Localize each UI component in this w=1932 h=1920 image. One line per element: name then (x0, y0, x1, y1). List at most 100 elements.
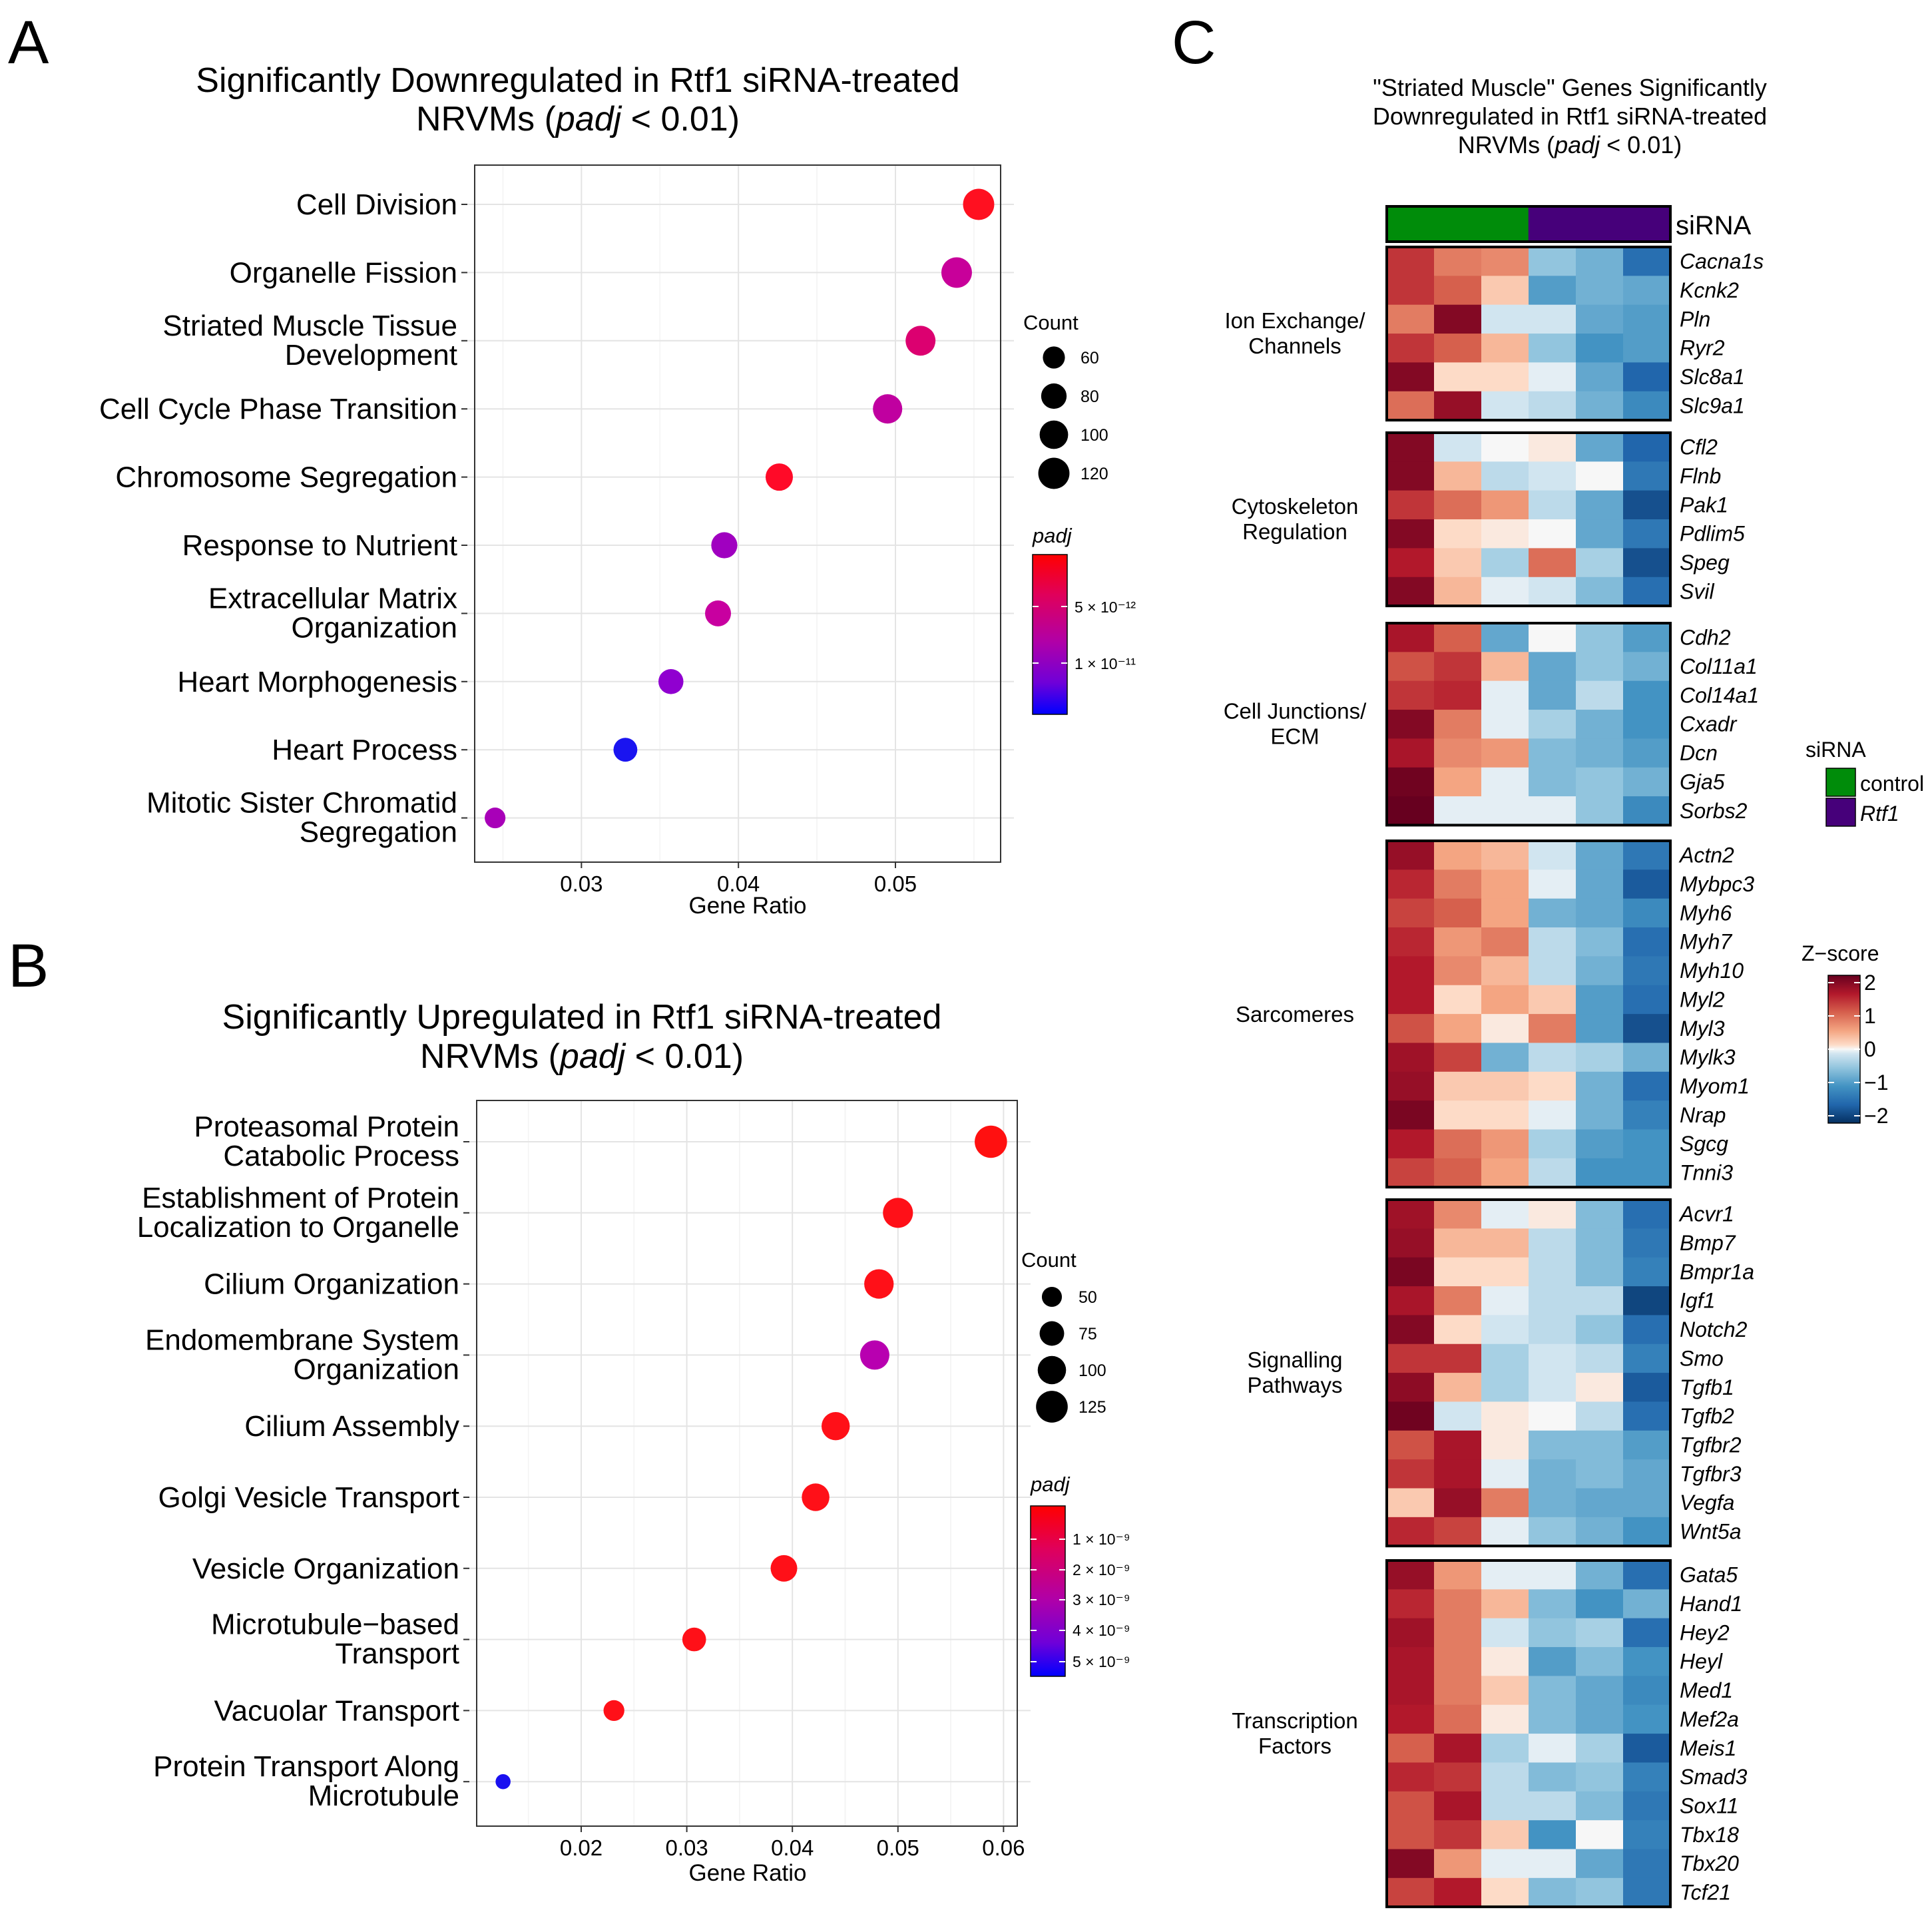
heatmap-cell (1623, 623, 1671, 652)
heatmap-cell (1387, 1401, 1435, 1431)
gene-label: Sgcg (1680, 1132, 1728, 1156)
panel-a-size-legend-label: 80 (1081, 387, 1099, 406)
panel-a-size-legend-dot (1038, 457, 1070, 489)
heatmap-cell (1576, 276, 1624, 306)
heatmap-cell (1576, 1200, 1624, 1229)
heatmap-cell (1529, 738, 1576, 768)
heatmap-cell (1576, 334, 1624, 363)
gene-label: Tnni3 (1680, 1161, 1733, 1185)
heatmap-cell (1576, 304, 1624, 334)
heatmap-cell (1529, 1343, 1576, 1373)
heatmap-cell (1481, 1343, 1529, 1373)
heatmap-cell (1434, 1517, 1482, 1547)
gene-label: Smo (1680, 1346, 1724, 1370)
heatmap-cell (1387, 548, 1435, 578)
panel-a-term-label: Heart Process (272, 734, 457, 766)
panel-a-dot (485, 808, 506, 829)
panel-a-xtick-label: 0.04 (717, 871, 760, 896)
panel-b-size-legend-label: 100 (1079, 1361, 1106, 1380)
heatmap-cell (1576, 1257, 1624, 1287)
panel-a-title-line1: Significantly Downregulated in Rtf1 siRN… (196, 61, 959, 100)
heatmap-cell (1387, 1343, 1435, 1373)
heatmap-cell (1623, 841, 1671, 870)
gene-label: Bmp7 (1680, 1231, 1736, 1255)
heatmap-cell (1434, 1820, 1482, 1850)
heatmap-cell (1623, 1676, 1671, 1706)
gene-label: Myl3 (1680, 1017, 1725, 1041)
panel-b-dot (975, 1125, 1007, 1158)
gene-label: Cdh2 (1680, 626, 1731, 650)
zscore-tick-label: 2 (1864, 971, 1876, 995)
heatmap-cell (1623, 1704, 1671, 1734)
heatmap-cell (1434, 767, 1482, 797)
heatmap-cell (1434, 927, 1482, 957)
panel-b-size-legend-label: 50 (1079, 1288, 1097, 1307)
gene-label: Vegfa (1680, 1491, 1734, 1515)
annotation-cell-control (1433, 206, 1482, 242)
panel-a-term-label: Cell Cycle Phase Transition (99, 393, 457, 425)
heatmap-cell (1576, 490, 1624, 520)
heatmap-cell (1434, 898, 1482, 928)
legend-swatch-rtf1 (1825, 798, 1856, 827)
heatmap-cell (1387, 1589, 1435, 1619)
panel-a-term-label: Response to Nutrient (182, 529, 457, 562)
gene-label: Flnb (1680, 464, 1721, 488)
heatmap-cell (1481, 1043, 1529, 1073)
gene-label: Myl2 (1680, 987, 1725, 1011)
gene-label: Gja5 (1680, 770, 1725, 794)
heatmap-cell (1623, 548, 1671, 578)
heatmap-cell (1576, 1071, 1624, 1101)
panel-a-dot (711, 532, 738, 559)
heatmap-cell (1529, 1430, 1576, 1460)
panel-c-title-line3: NRVMs (padj < 0.01) (1458, 131, 1682, 158)
panel-b-padj-label: 5 × 10⁻⁹ (1073, 1653, 1130, 1670)
heatmap-cell (1387, 362, 1435, 392)
heatmap-cell (1481, 1228, 1529, 1258)
heatmap-cell (1481, 334, 1529, 363)
heatmap-cell (1576, 362, 1624, 392)
zscore-tick-label: 0 (1864, 1037, 1876, 1061)
heatmap-cell (1434, 1734, 1482, 1764)
panel-c-title-line1: "Striated Muscle" Genes Significantly (1373, 74, 1767, 101)
heatmap-cell (1434, 680, 1482, 710)
panel-b-dot (864, 1269, 894, 1299)
heatmap-cell (1387, 1228, 1435, 1258)
heatmap-cell (1576, 1647, 1624, 1676)
heatmap-cell (1529, 490, 1576, 520)
panel-a-term-label: Organization (292, 611, 457, 644)
panel-b-size-legend-dot (1036, 1391, 1068, 1423)
heatmap-cell (1434, 1430, 1482, 1460)
heatmap-cell (1529, 1762, 1576, 1792)
heatmap-cell (1434, 391, 1482, 421)
heatmap-cell (1387, 1158, 1435, 1188)
heatmap-cell (1529, 1315, 1576, 1345)
heatmap-cell (1529, 1373, 1576, 1403)
heatmap-cell (1576, 738, 1624, 768)
gene-label: Heyl (1680, 1650, 1723, 1674)
heatmap-cell (1481, 247, 1529, 276)
heatmap-cell (1481, 1849, 1529, 1879)
heatmap-cell (1481, 1560, 1529, 1590)
panel-b-padj-label: 2 × 10⁻⁹ (1073, 1561, 1130, 1578)
panel-a-xlabel: Gene Ratio (688, 893, 806, 919)
heatmap-cell (1576, 1618, 1624, 1648)
heatmap-cell (1481, 433, 1529, 462)
panel-b-term-label: Establishment of Protein (142, 1182, 459, 1214)
gene-label: Tbx18 (1680, 1823, 1739, 1847)
heatmap-cell (1529, 1734, 1576, 1764)
heatmap-cell (1623, 1517, 1671, 1547)
heatmap-cell (1623, 461, 1671, 491)
panel-a-padj-legend-title: padj (1032, 524, 1073, 547)
panel-b-padj-label: 3 × 10⁻⁹ (1073, 1591, 1130, 1608)
panel-a-term-label: Development (285, 339, 457, 371)
heatmap-cell (1576, 1014, 1624, 1044)
gene-label: Notch2 (1680, 1318, 1748, 1341)
heatmap-cell (1576, 1676, 1624, 1706)
heatmap-cell (1529, 1286, 1576, 1316)
gene-label: Col11a1 (1680, 654, 1758, 678)
heatmap-cell (1529, 304, 1576, 334)
heatmap-cell (1387, 927, 1435, 957)
heatmap-cell (1387, 1286, 1435, 1316)
gene-group-label: Pathways (1247, 1373, 1342, 1397)
